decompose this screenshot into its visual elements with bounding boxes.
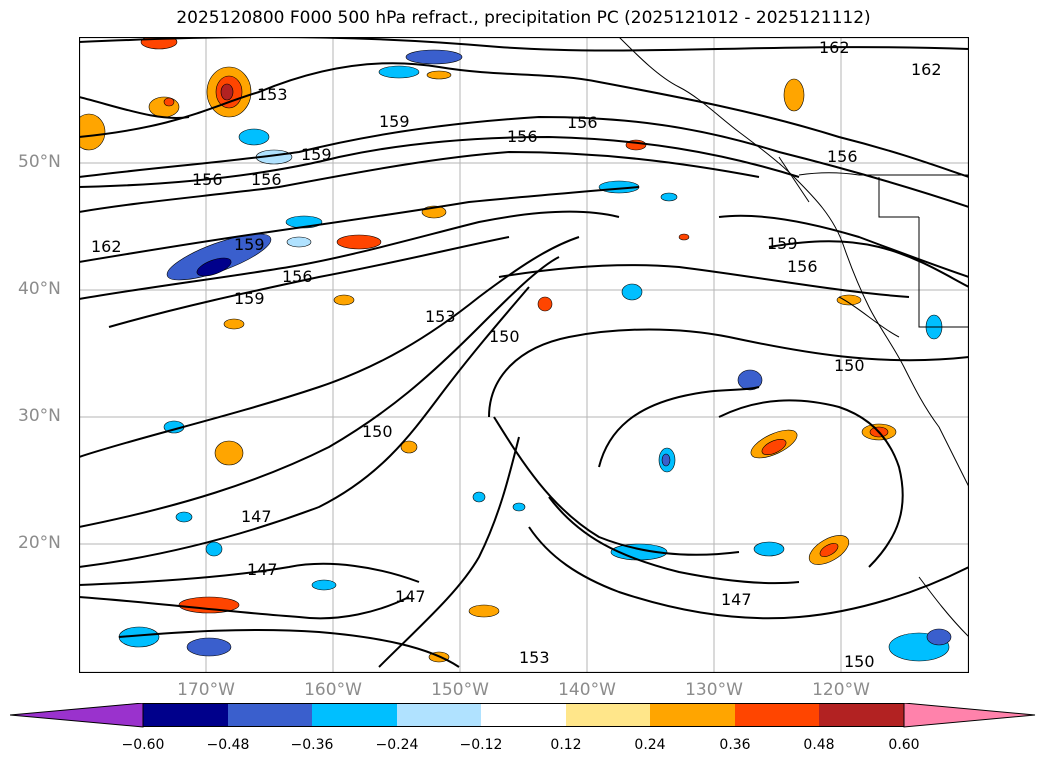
- contour-label: 156: [282, 267, 313, 286]
- lat-label-20n: 20°N: [18, 533, 61, 553]
- colorbar-segment: [228, 703, 312, 727]
- contour-label: 153: [519, 648, 550, 667]
- contour-label-group: 162 162 162 159 159 159 159 159 156 156 …: [91, 38, 942, 671]
- gridlines: [79, 37, 969, 673]
- contour-label: 150: [362, 422, 393, 441]
- lon-label-130w: 130°W: [685, 680, 743, 700]
- contour-label: 147: [721, 590, 752, 609]
- colorbar-segment: [143, 703, 228, 727]
- contour-label: 156: [827, 147, 858, 166]
- contour-label: 159: [767, 234, 798, 253]
- colorbar-tick: −0.48: [206, 737, 250, 753]
- contour-label: 156: [507, 127, 538, 146]
- map-title: 2025120800 F000 500 hPa refract., precip…: [176, 8, 871, 28]
- colorbar-tick: 0.36: [719, 737, 751, 753]
- colorbar-tick: 0.48: [803, 737, 835, 753]
- precip-shading: [79, 37, 952, 663]
- colorbar: [10, 703, 1036, 728]
- colorbar-segment: [397, 703, 481, 727]
- colorbar-tick: 0.12: [550, 737, 582, 753]
- map-frame: [79, 37, 969, 673]
- colorbar-tick: −0.24: [375, 737, 419, 753]
- contour-label: 156: [787, 257, 818, 276]
- colorbar-segment: [650, 703, 735, 727]
- colorbar-tick: −0.36: [290, 737, 334, 753]
- colorbar-segment: [735, 703, 819, 727]
- lon-label-120w: 120°W: [812, 680, 870, 700]
- contour-label: 150: [844, 652, 875, 671]
- colorbar-segment: [312, 703, 397, 727]
- contour-label: 162: [819, 38, 850, 57]
- lon-label-160w: 160°W: [304, 680, 362, 700]
- contour-label: 162: [91, 237, 122, 256]
- colorbar-tick: −0.60: [121, 737, 165, 753]
- colorbar-segment: [10, 703, 144, 728]
- contour-label: 159: [301, 145, 332, 164]
- lon-label-150w: 150°W: [431, 680, 489, 700]
- colorbar-segment: [903, 703, 1036, 728]
- map-panel: 162 162 162 159 159 159 159 159 156 156 …: [79, 37, 969, 673]
- contour-label: 156: [251, 170, 282, 189]
- contour-label: 147: [395, 587, 426, 606]
- contour-label: 159: [379, 112, 410, 131]
- contour-label: 156: [567, 113, 598, 132]
- contour-label: 159: [234, 289, 265, 308]
- contour-label: 153: [257, 85, 288, 104]
- contour-label: 150: [834, 356, 865, 375]
- lon-label-170w: 170°W: [177, 680, 235, 700]
- contour-label: 150: [489, 327, 520, 346]
- coastlines: [618, 37, 969, 638]
- colorbar-segment: [819, 703, 904, 727]
- contour-label: 162: [911, 60, 942, 79]
- colorbar-tick: −0.12: [459, 737, 503, 753]
- lat-label-30n: 30°N: [18, 406, 61, 426]
- colorbar-segment: [566, 703, 650, 727]
- lat-label-50n: 50°N: [18, 152, 61, 172]
- colorbar-segment: [481, 703, 566, 727]
- contour-label: 156: [192, 170, 223, 189]
- lon-label-140w: 140°W: [558, 680, 616, 700]
- contour-label: 153: [425, 307, 456, 326]
- colorbar-tick: 0.60: [888, 737, 920, 753]
- contour-label: 147: [241, 507, 272, 526]
- contour-label: 159: [234, 235, 265, 254]
- lat-label-40n: 40°N: [18, 279, 61, 299]
- contour-lines: [79, 37, 969, 668]
- colorbar-tick: 0.24: [634, 737, 666, 753]
- contour-label: 147: [247, 560, 278, 579]
